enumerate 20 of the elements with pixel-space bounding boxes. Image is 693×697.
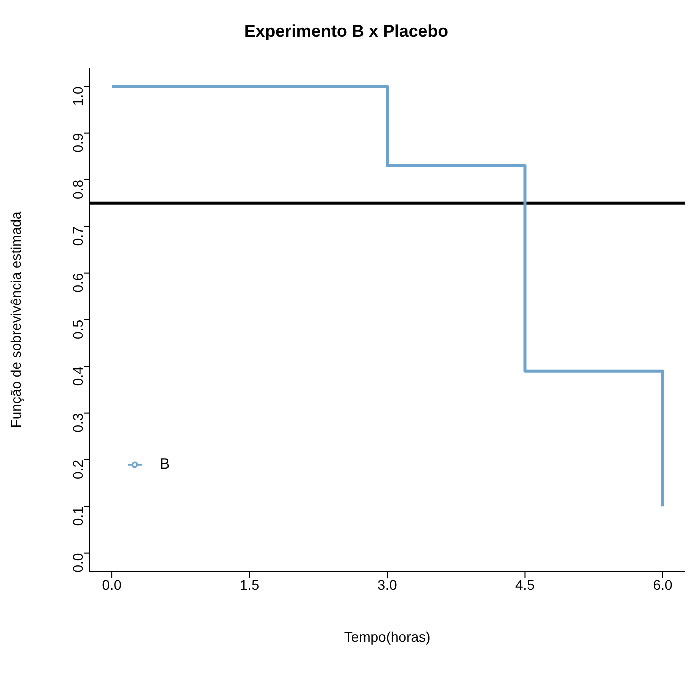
y-tick-label: 0.2 (70, 460, 86, 480)
y-tick-label: 0.5 (70, 320, 86, 340)
y-tick-label: 0.4 (70, 366, 86, 386)
y-tick-label: 0.0 (70, 553, 86, 573)
x-axis-title: Tempo(horas) (344, 629, 431, 645)
y-tick-label: 0.9 (70, 133, 86, 153)
y-tick-label: 0.3 (70, 413, 86, 433)
x-tick-label: 4.5 (515, 576, 536, 593)
x-tick-label: 1.5 (240, 576, 260, 593)
y-tick-label: 0.7 (70, 226, 86, 246)
y-tick-label: 0.1 (70, 506, 86, 526)
legend-label: B (160, 456, 170, 473)
y-axis-title: Função de sobrevivência estimada (8, 212, 24, 428)
x-tick-label: 3.0 (378, 576, 398, 593)
y-tick-label: 0.8 (70, 180, 86, 200)
y-tick-label: 1.0 (70, 86, 86, 106)
y-tick-label: 0.6 (70, 273, 86, 293)
chart-title: Experimento B x Placebo (243, 22, 450, 42)
x-tick-label: 6.0 (653, 576, 673, 593)
x-tick-label: 0.0 (102, 576, 122, 593)
